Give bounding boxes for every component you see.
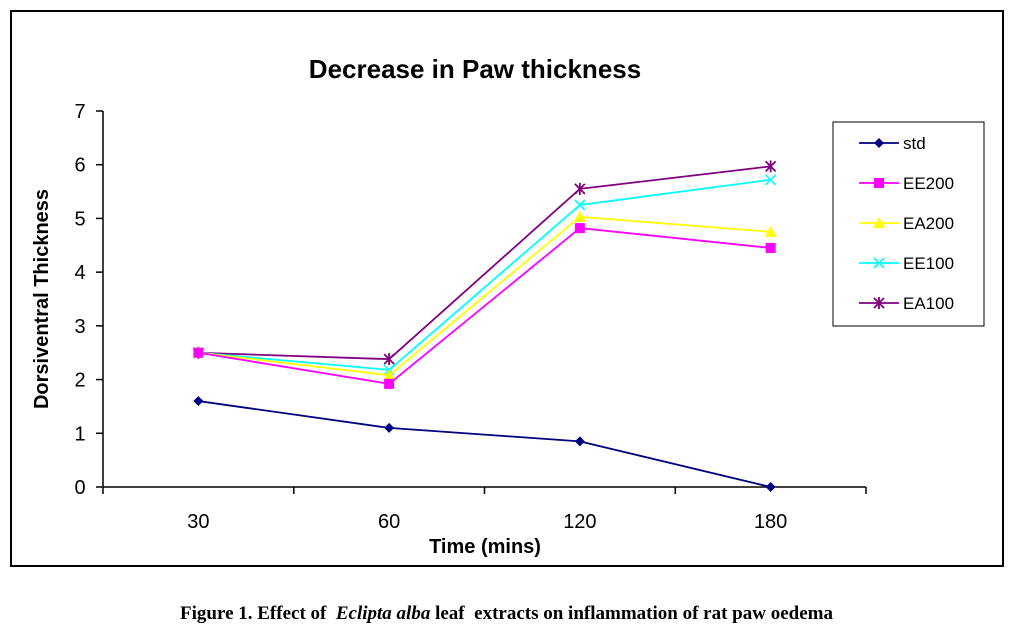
data-point-EE100 xyxy=(574,199,586,211)
y-tick-label: 0 xyxy=(74,477,85,499)
legend-marker-triangle-icon xyxy=(873,217,885,228)
caption-prefix: Figure 1. Effect of xyxy=(180,603,336,624)
y-tick-label: 7 xyxy=(74,101,85,123)
y-tick-label: 6 xyxy=(74,155,85,177)
legend-item-EA100: EA100 xyxy=(859,294,954,313)
series-line-std xyxy=(198,400,771,488)
legend-marker-x-icon xyxy=(873,257,885,269)
legend-marker-diamond-icon xyxy=(874,138,884,148)
series-std xyxy=(193,396,776,492)
data-point-std xyxy=(765,482,776,492)
chart-title: Decrease in Paw thickness xyxy=(309,54,641,84)
data-point-EA200 xyxy=(573,210,586,222)
data-point-EA100 xyxy=(574,182,586,195)
legend-box xyxy=(832,121,985,327)
legend-label: EE100 xyxy=(903,254,954,273)
data-point-EA100 xyxy=(764,160,777,173)
data-point-std xyxy=(574,436,585,447)
axes: 0 1 2 3 4 5 6 7 30 60 120 180 xyxy=(74,101,867,533)
series-line-EA100 xyxy=(198,165,771,361)
series-EE200 xyxy=(193,223,776,389)
series-EE100 xyxy=(192,174,777,376)
legend: std EE200 EA200 EE100 EA100 xyxy=(832,121,985,327)
figure-caption: Figure 1. Effect of Eclipta alba leaf ex… xyxy=(0,603,1013,625)
y-tick-label: 4 xyxy=(74,262,85,284)
series-line-EA200 xyxy=(198,215,771,377)
legend-label: EA200 xyxy=(903,214,954,233)
legend-marker-star-icon xyxy=(873,297,885,309)
caption-species: Eclipta alba xyxy=(335,603,431,624)
data-point-std xyxy=(193,396,204,407)
data-point-EE200 xyxy=(384,378,395,389)
legend-item-EE100: EE100 xyxy=(859,254,954,273)
data-point-EA100 xyxy=(383,353,395,366)
legend-item-EE200: EE200 xyxy=(859,174,954,193)
legend-label: EE200 xyxy=(903,174,954,193)
data-point-EE200 xyxy=(193,347,204,358)
x-tick-label: 60 xyxy=(378,511,400,533)
x-axis-label: Time (mins) xyxy=(429,536,541,558)
legend-label: std xyxy=(903,134,926,153)
x-tick-label: 30 xyxy=(187,511,209,533)
y-axis-label: Dorsiventral Thickness xyxy=(31,189,53,409)
legend-marker-square-icon xyxy=(874,178,884,188)
y-tick-label: 2 xyxy=(74,370,85,392)
data-point-EE200 xyxy=(765,242,776,253)
y-tick-label: 3 xyxy=(74,316,85,338)
data-point-std xyxy=(384,422,395,433)
caption-suffix: leaf extracts on inflammation of rat paw… xyxy=(430,603,833,624)
y-tick-label: 1 xyxy=(74,423,85,445)
legend-label: EA100 xyxy=(903,294,954,313)
data-point-EE100 xyxy=(765,174,777,186)
x-tick-label: 120 xyxy=(563,511,596,533)
series-line-EE100 xyxy=(198,178,771,371)
series-group xyxy=(192,160,777,492)
data-point-EE200 xyxy=(574,223,585,234)
y-tick-label: 5 xyxy=(74,208,85,230)
legend-item-std: std xyxy=(859,134,926,153)
x-tick-label: 180 xyxy=(754,511,787,533)
legend-item-EA200: EA200 xyxy=(859,214,954,233)
series-line-EE200 xyxy=(198,227,771,385)
chart: Decrease in Paw thickness 0 1 2 3 4 5 6 7 30 60 12… xyxy=(10,10,1004,567)
data-point-EA200 xyxy=(764,225,777,237)
data-point-EA200 xyxy=(383,369,396,381)
